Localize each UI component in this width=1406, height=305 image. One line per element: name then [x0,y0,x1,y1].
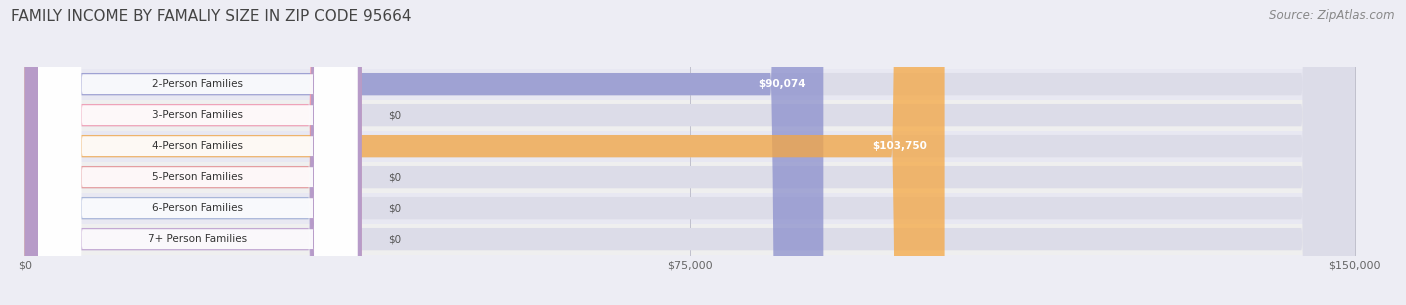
Bar [25,100,1354,131]
FancyBboxPatch shape [38,0,357,305]
Text: $0: $0 [388,203,401,213]
FancyBboxPatch shape [25,0,1354,305]
FancyBboxPatch shape [25,0,361,305]
Text: $0: $0 [388,234,401,244]
Text: 7+ Person Families: 7+ Person Families [148,234,247,244]
Text: Source: ZipAtlas.com: Source: ZipAtlas.com [1270,9,1395,22]
FancyBboxPatch shape [38,0,357,305]
FancyBboxPatch shape [25,0,824,305]
FancyBboxPatch shape [38,0,357,305]
FancyBboxPatch shape [25,0,1354,305]
Text: 3-Person Families: 3-Person Families [152,110,243,120]
FancyBboxPatch shape [25,0,1354,305]
Text: 2-Person Families: 2-Person Families [152,79,243,89]
Bar [25,131,1354,162]
Text: FAMILY INCOME BY FAMALIY SIZE IN ZIP CODE 95664: FAMILY INCOME BY FAMALIY SIZE IN ZIP COD… [11,9,412,24]
Bar [25,69,1354,100]
FancyBboxPatch shape [25,0,945,305]
Text: $103,750: $103,750 [872,141,927,151]
Text: 4-Person Families: 4-Person Families [152,141,243,151]
FancyBboxPatch shape [25,0,1354,305]
FancyBboxPatch shape [38,0,357,305]
Text: $0: $0 [388,172,401,182]
Bar [25,193,1354,224]
Text: $0: $0 [388,110,401,120]
Text: $90,074: $90,074 [758,79,806,89]
Text: 6-Person Families: 6-Person Families [152,203,243,213]
FancyBboxPatch shape [25,0,1354,305]
FancyBboxPatch shape [38,0,357,305]
FancyBboxPatch shape [25,0,361,305]
FancyBboxPatch shape [25,0,361,305]
FancyBboxPatch shape [38,0,357,305]
Text: 5-Person Families: 5-Person Families [152,172,243,182]
Bar [25,224,1354,255]
Bar [25,162,1354,193]
FancyBboxPatch shape [25,0,1354,305]
FancyBboxPatch shape [25,0,361,305]
